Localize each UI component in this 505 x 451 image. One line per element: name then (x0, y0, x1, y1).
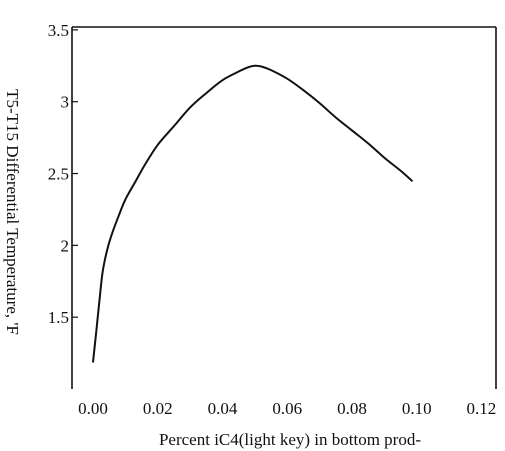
y-tick-label: 3 (61, 93, 70, 112)
y-tick-label: 2 (61, 236, 70, 255)
y-axis-label: T5-T15 Differential Temperature, 'F (3, 89, 22, 335)
x-tick-label: 0.12 (467, 399, 497, 418)
y-tick-label: 2.5 (48, 165, 69, 184)
y-axis-ticks: 1.5 2 2.5 3 3.5 (48, 21, 78, 327)
y-tick-label: 1.5 (48, 308, 69, 327)
y-tick-label: 3.5 (48, 21, 69, 40)
series-layer (92, 64, 413, 363)
x-tick-label: 0.00 (78, 399, 108, 418)
x-tick-label: 0.10 (402, 399, 432, 418)
series-line (92, 64, 413, 363)
x-axis-label: Percent iC4(light key) in bottom prod- (159, 430, 421, 449)
x-axis-ticks: 0.00 0.02 0.04 0.06 0.08 0.10 0.12 (78, 399, 496, 418)
x-tick-label: 0.08 (337, 399, 367, 418)
x-tick-label: 0.02 (143, 399, 173, 418)
plot-frame (71, 26, 497, 389)
x-tick-label: 0.04 (208, 399, 238, 418)
x-tick-label: 0.06 (272, 399, 302, 418)
